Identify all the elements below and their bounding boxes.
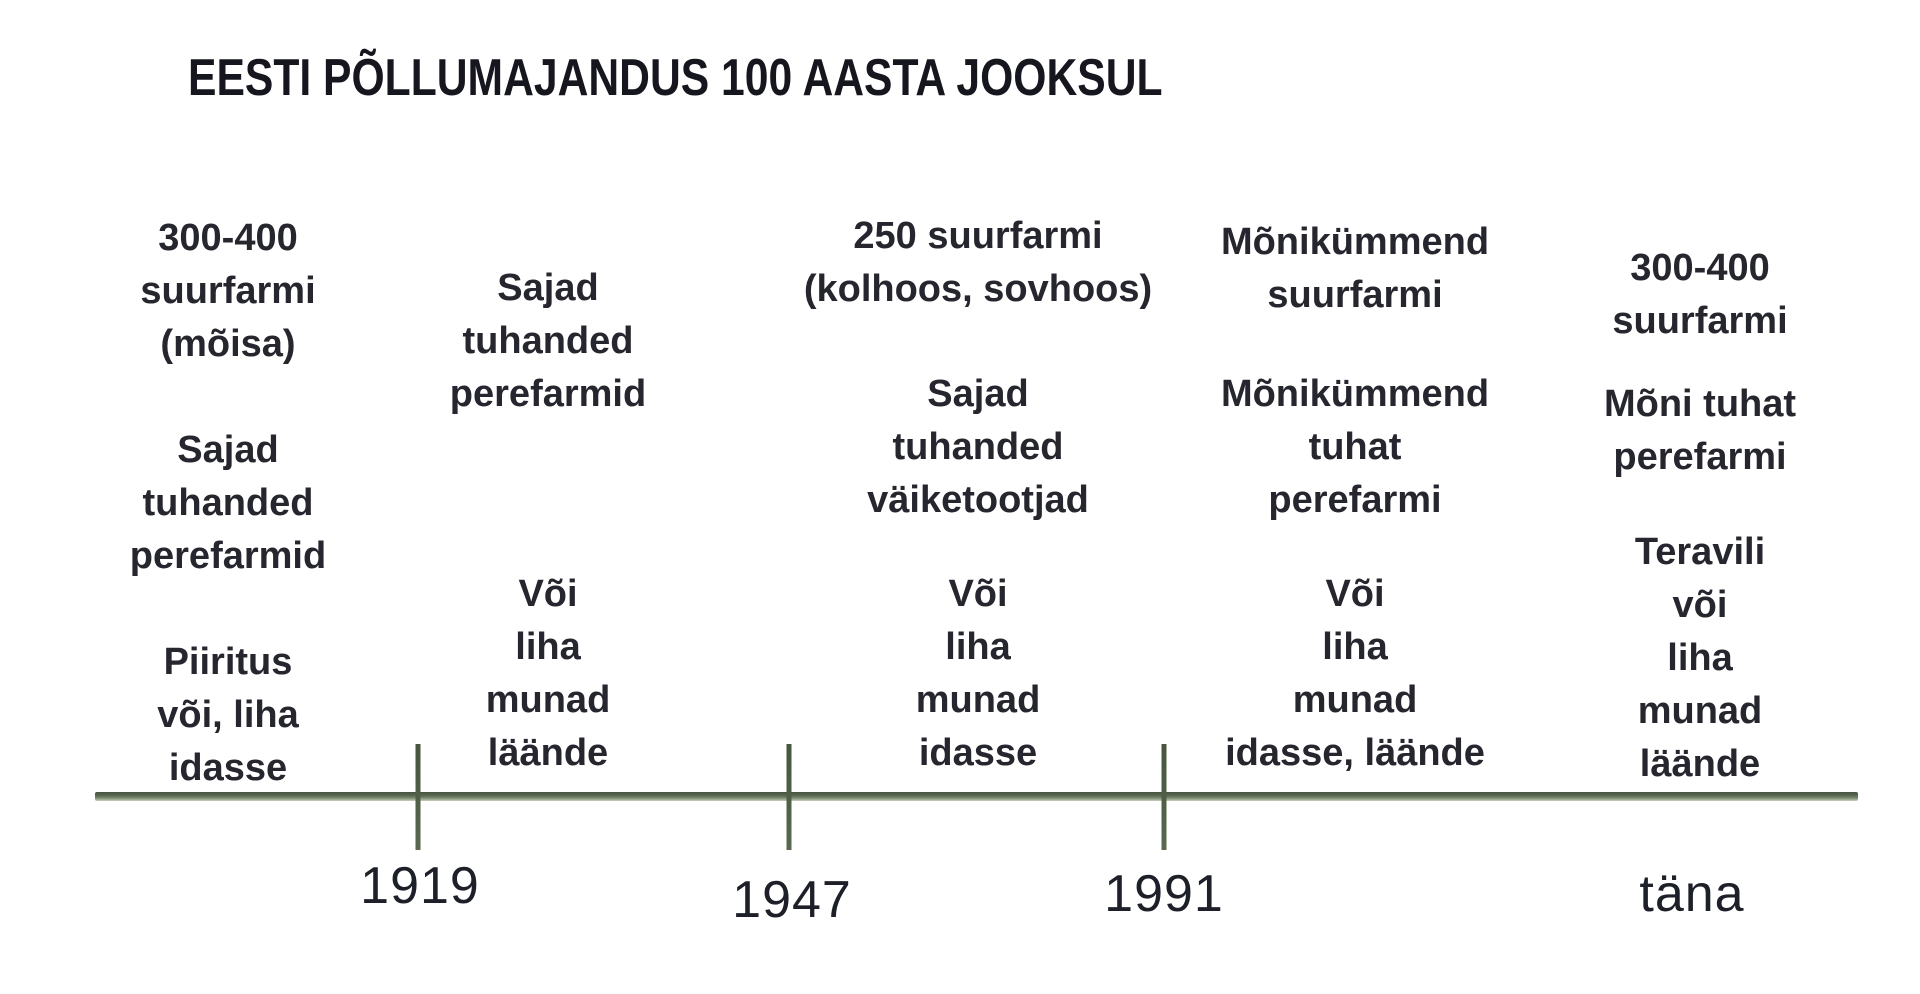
period-1919-farms-family: Sajad tuhanded perefarmid [449,267,647,415]
period-today-farms-large: 300-400 suurfarmi [1612,247,1788,342]
period-pre1919-farms-family: Sajad tuhanded perefarmid [129,429,327,577]
tick-mark-1919 [415,744,421,850]
period-pre1919-exports: Piiritus või, liha idasse [157,641,299,789]
year-label-today: täna [1639,865,1745,923]
tick-mark-1947 [786,744,792,850]
period-1991-farms-large: Mõnikümmend suurfarmi [1220,221,1490,316]
year-label-1919: 1919 [360,857,480,915]
period-1991-farms-family: Mõnikümmend tuhat perefarmi [1220,373,1490,521]
period-1947-exports: Või liha munad idasse [915,573,1041,774]
tick-mark-1991 [1161,744,1167,850]
timeline-axis [95,792,1858,801]
period-1919-exports: Või liha munad läände [485,573,611,774]
period-1991-exports: Või liha munad idasse, läände [1225,573,1485,774]
period-1947-farms-large: 250 suurfarmi (kolhoos, sovhoos) [803,215,1153,310]
period-1947-producers-small: Sajad tuhanded väiketootjad [867,373,1089,521]
year-label-1947: 1947 [732,871,852,929]
period-today-exports: Teravili või liha munad läände [1634,531,1766,785]
year-label-1991: 1991 [1104,865,1224,923]
period-today-farms-family: Mõni tuhat perefarmi [1603,383,1797,478]
period-pre1919-farms-large: 300-400 suurfarmi (mõisa) [140,217,316,365]
slide-title: EESTI PÕLLUMAJANDUS 100 AASTA JOOKSUL [188,49,1163,107]
